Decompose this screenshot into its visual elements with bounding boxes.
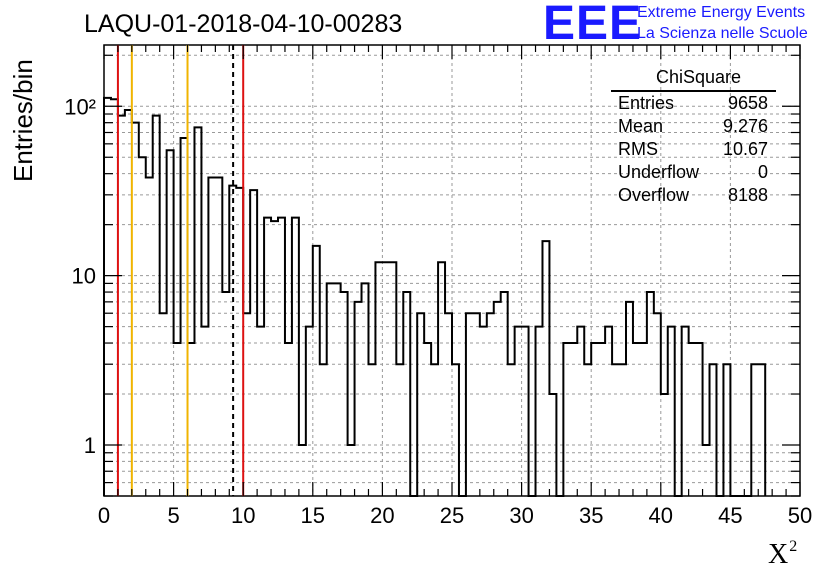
x-tick-label: 45 xyxy=(718,503,742,528)
x-tick-label: 35 xyxy=(579,503,603,528)
logo-line-2: La Scienza nelle Scuole xyxy=(637,25,808,42)
axis-ticks xyxy=(103,45,801,497)
histogram xyxy=(103,96,767,497)
x-tick-label: 0 xyxy=(98,503,110,528)
marker-lines xyxy=(116,45,245,496)
x-tick-label: 10 xyxy=(231,503,255,528)
chart-title: LAQU-01-2018-04-10-00283 xyxy=(84,10,403,38)
stat-value: 8188 xyxy=(727,185,768,205)
logo-line-1: Extreme Energy Events xyxy=(637,4,806,21)
x-tick-label: 5 xyxy=(167,503,179,528)
stat-key: Mean xyxy=(618,116,664,136)
stat-value: 0 xyxy=(757,162,768,182)
x-tick-label: 50 xyxy=(788,503,812,528)
stats-divider xyxy=(611,90,776,92)
eee-logo: EEE xyxy=(543,0,643,50)
stat-key: RMS xyxy=(618,139,658,159)
stats-title: ChiSquare xyxy=(655,67,742,87)
stats-rows: Entries 9658 Mean 9.276 RMS 10.67 Underf… xyxy=(611,92,776,207)
stat-value: 9.276 xyxy=(722,116,768,136)
y-tick-label: 10 xyxy=(72,264,96,289)
stat-row-overflow: Overflow 8188 xyxy=(611,184,776,207)
stat-key: Entries xyxy=(618,93,675,113)
tick-labels: 0 5 10 15 20 25 30 35 40 45 50 1 10 10² xyxy=(64,94,812,528)
stat-row-rms: RMS 10.67 xyxy=(611,138,776,161)
x-tick-label: 30 xyxy=(509,503,533,528)
stat-value: 9658 xyxy=(727,93,768,113)
y-axis-label: Entries/bin xyxy=(8,59,38,182)
x-tick-label: 25 xyxy=(440,503,464,528)
stat-row-mean: Mean 9.276 xyxy=(611,115,776,138)
y-tick-label: 1 xyxy=(84,433,96,458)
stat-value: 10.67 xyxy=(722,139,768,159)
x-tick-label: 40 xyxy=(649,503,673,528)
x-axis-label-base: X xyxy=(768,539,789,570)
stat-row-entries: Entries 9658 xyxy=(611,92,776,115)
x-axis-label: X2 xyxy=(768,538,797,571)
stat-key: Underflow xyxy=(618,162,700,182)
y-tick-label: 10² xyxy=(64,94,96,119)
stat-row-underflow: Underflow 0 xyxy=(611,161,776,184)
stats-box: ChiSquare Entries 9658 Mean 9.276 RMS 10… xyxy=(611,66,776,207)
histogram-outline xyxy=(103,96,767,497)
x-tick-label: 15 xyxy=(301,503,325,528)
x-tick-label: 20 xyxy=(370,503,394,528)
x-axis-label-sup: 2 xyxy=(789,538,798,555)
stat-key: Overflow xyxy=(618,185,690,205)
